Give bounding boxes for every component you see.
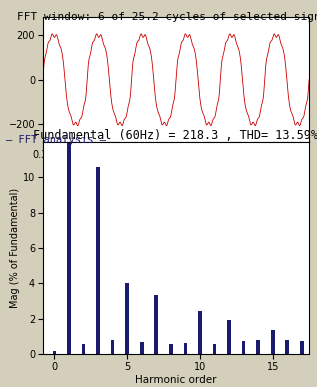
Bar (82, 344, 85, 354)
Bar (227, 320, 231, 354)
Bar (154, 295, 158, 354)
Title: Fundamental (60Hz) = 218.3 , THD= 13.59%: Fundamental (60Hz) = 218.3 , THD= 13.59% (33, 129, 317, 142)
Text: — FFT analysis —: — FFT analysis — (6, 135, 106, 145)
Bar (184, 342, 187, 354)
Bar (242, 341, 245, 354)
Y-axis label: Mag (% of Fundamental): Mag (% of Fundamental) (10, 188, 20, 308)
X-axis label: Time (s): Time (s) (155, 161, 197, 171)
Bar (67, 0, 71, 354)
Bar (140, 342, 144, 354)
Bar (111, 340, 114, 354)
Bar (285, 340, 289, 354)
Bar (96, 167, 100, 354)
Bar (198, 311, 202, 354)
Bar (256, 340, 260, 354)
X-axis label: Harmonic order: Harmonic order (135, 375, 217, 385)
Bar (53, 351, 56, 354)
Bar (169, 344, 173, 354)
Bar (213, 344, 216, 354)
Bar (271, 330, 275, 354)
Text: FFT window: 6 of 25.2 cycles of selected signal: FFT window: 6 of 25.2 cycles of selected… (17, 12, 317, 22)
Bar (300, 341, 304, 354)
Bar (125, 283, 129, 354)
